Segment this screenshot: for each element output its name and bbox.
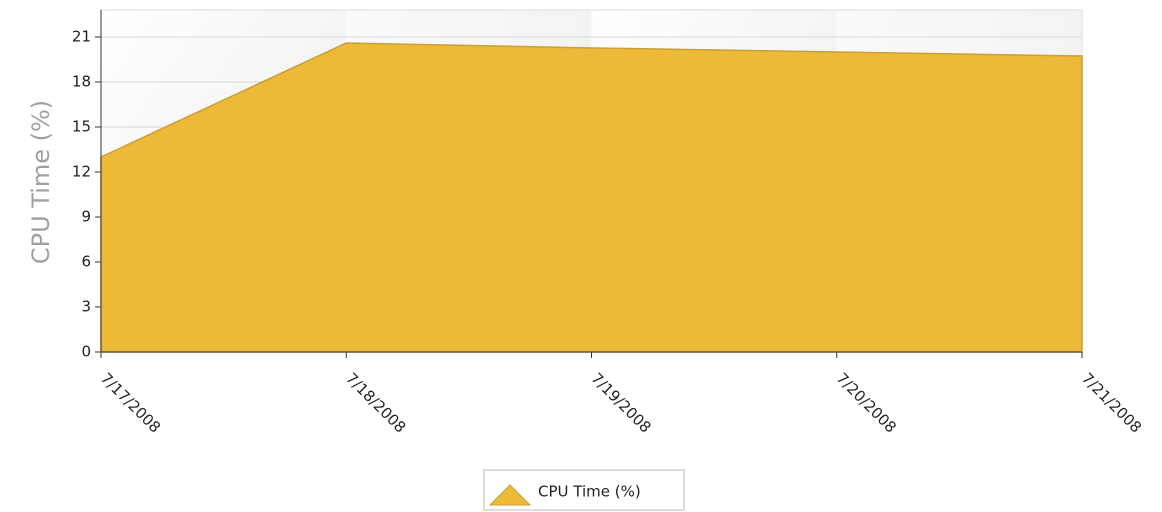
x-tick-label: 7/18/2008 (342, 369, 409, 436)
x-tick-label: 7/19/2008 (587, 369, 654, 436)
y-axis-title: CPU Time (%) (27, 100, 55, 264)
y-tick-label: 18 (72, 73, 91, 91)
y-tick-label: 9 (81, 208, 91, 226)
x-tick-label: 7/21/2008 (1078, 369, 1145, 436)
legend-label: CPU Time (%) (538, 483, 641, 501)
legend-box (483, 469, 685, 511)
y-tick-label: 21 (72, 28, 91, 46)
legend-swatch (488, 484, 532, 506)
area (100, 42, 1083, 353)
y-tick-label: 0 (81, 343, 91, 361)
y-tick-label: 3 (81, 298, 91, 316)
y-tick-label: 6 (81, 253, 91, 271)
y-tick-label: 15 (72, 118, 91, 136)
x-tick-label: 7/17/2008 (97, 369, 164, 436)
x-tick-label: 7/20/2008 (833, 369, 900, 436)
y-tick-label: 12 (72, 163, 91, 181)
